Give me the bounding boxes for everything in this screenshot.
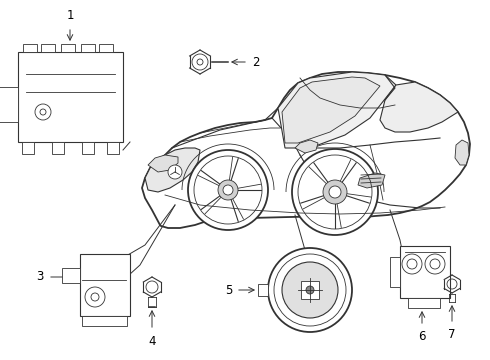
Text: 3: 3 xyxy=(37,270,44,284)
Text: 6: 6 xyxy=(418,330,426,343)
FancyBboxPatch shape xyxy=(52,142,64,154)
FancyBboxPatch shape xyxy=(61,44,75,52)
Circle shape xyxy=(323,180,347,204)
Circle shape xyxy=(218,180,238,200)
FancyBboxPatch shape xyxy=(99,44,113,52)
Circle shape xyxy=(329,186,341,198)
Text: 2: 2 xyxy=(252,55,260,68)
Polygon shape xyxy=(380,82,458,132)
Polygon shape xyxy=(278,72,396,148)
Text: 7: 7 xyxy=(448,328,456,341)
FancyBboxPatch shape xyxy=(301,281,319,299)
Circle shape xyxy=(168,165,182,179)
FancyBboxPatch shape xyxy=(62,268,80,283)
Polygon shape xyxy=(142,72,470,228)
Circle shape xyxy=(268,248,352,332)
FancyBboxPatch shape xyxy=(400,246,450,298)
FancyBboxPatch shape xyxy=(22,142,34,154)
Text: 1: 1 xyxy=(66,9,74,22)
Circle shape xyxy=(282,262,338,318)
Circle shape xyxy=(292,149,378,235)
Polygon shape xyxy=(455,140,469,165)
FancyBboxPatch shape xyxy=(41,44,55,52)
FancyBboxPatch shape xyxy=(81,44,95,52)
Circle shape xyxy=(223,185,233,195)
FancyBboxPatch shape xyxy=(82,316,127,326)
FancyBboxPatch shape xyxy=(258,284,268,296)
FancyBboxPatch shape xyxy=(23,44,37,52)
Circle shape xyxy=(188,150,268,230)
Polygon shape xyxy=(148,155,178,172)
FancyBboxPatch shape xyxy=(18,52,123,142)
FancyBboxPatch shape xyxy=(408,298,440,308)
FancyBboxPatch shape xyxy=(80,254,130,316)
Polygon shape xyxy=(145,148,200,192)
FancyBboxPatch shape xyxy=(0,87,18,122)
Polygon shape xyxy=(295,140,318,153)
Polygon shape xyxy=(358,173,385,188)
Text: 4: 4 xyxy=(148,335,156,348)
FancyBboxPatch shape xyxy=(82,142,94,154)
FancyBboxPatch shape xyxy=(390,257,400,287)
Text: 5: 5 xyxy=(224,284,232,297)
Polygon shape xyxy=(282,77,380,143)
FancyBboxPatch shape xyxy=(107,142,119,154)
Circle shape xyxy=(306,286,314,294)
